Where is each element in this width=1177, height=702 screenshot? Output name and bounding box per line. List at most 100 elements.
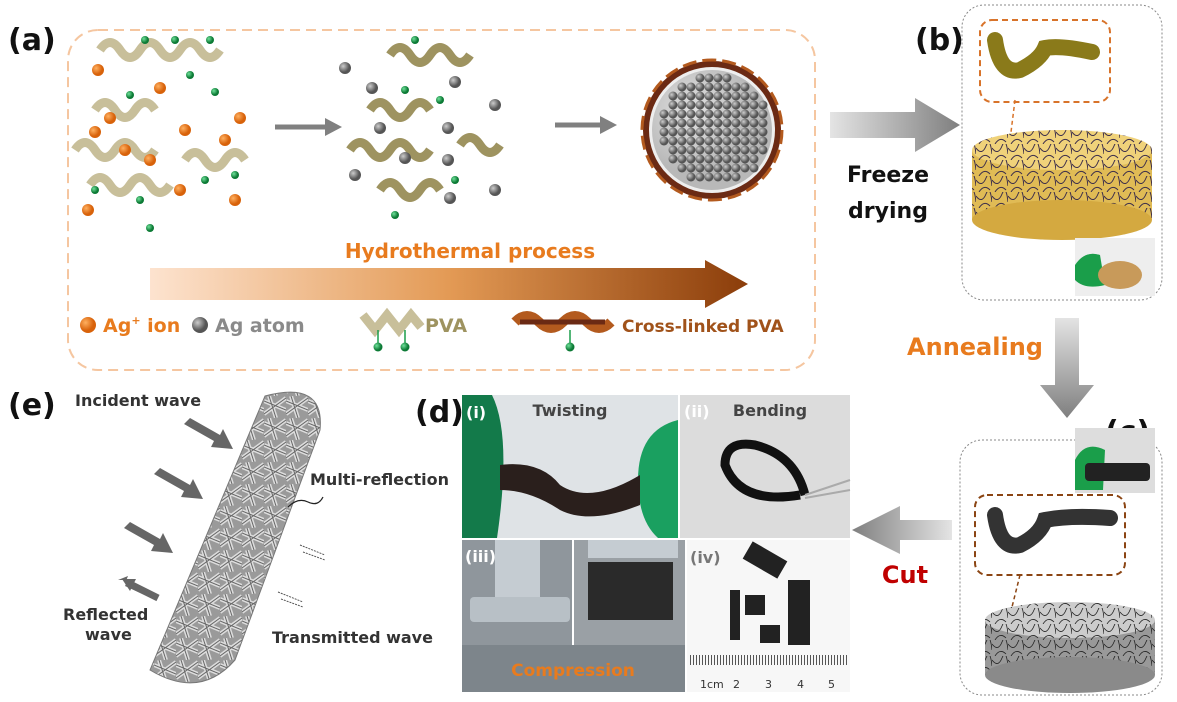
legend-pva: PVA <box>425 315 467 337</box>
ag-nanoparticle-illustration <box>640 58 784 202</box>
ag-nanoparticle <box>704 91 714 101</box>
ag-nanoparticle <box>731 109 741 119</box>
ag-nanoparticle <box>659 127 669 137</box>
ag-nanoparticle <box>704 145 714 155</box>
pva-aerogel-cylinder <box>972 130 1152 240</box>
ag-nanoparticle <box>749 127 759 137</box>
ag-nanoparticle <box>740 154 750 164</box>
ag-nanoparticle <box>695 154 705 164</box>
ag-nanoparticle <box>758 145 768 155</box>
photo-iii-caption: Compression <box>511 661 635 681</box>
ag-nanoparticle <box>704 118 714 128</box>
ag-nanoparticle <box>704 172 714 182</box>
photo-iv-index: (iv) <box>690 548 721 567</box>
ag-nanoparticle <box>659 136 669 146</box>
reflected-label-2: wave <box>85 625 132 644</box>
panel-b-frame <box>961 4 1163 301</box>
ag-nanoparticle <box>722 136 732 146</box>
ag-nanoparticle <box>686 109 696 119</box>
arrow-step-1-head <box>325 118 342 136</box>
ag-nanoparticle <box>677 145 687 155</box>
ag-nanoparticle <box>713 73 723 83</box>
ag-ion-pva-illustration <box>71 36 249 232</box>
panel-b-label: (b) <box>915 23 964 58</box>
pva-swatch <box>359 307 425 338</box>
ruler-1cm: 1cm <box>700 678 724 691</box>
ag-nanoparticle <box>758 136 768 146</box>
hydrothermal-process-label: Hydrothermal process <box>345 239 595 263</box>
transmitted-arrow-1 <box>299 544 326 561</box>
ag-nanoparticle <box>677 127 687 137</box>
ag-nanoparticle <box>722 154 732 164</box>
hydrothermal-arrow <box>150 260 748 308</box>
ag-nanoparticle <box>686 127 696 137</box>
ag-nanoparticle <box>704 163 714 173</box>
ag-nanoparticle <box>686 118 696 128</box>
ag-nanoparticle <box>668 127 678 137</box>
ruler-2: 2 <box>733 678 740 691</box>
ag-nanoparticle <box>722 82 732 92</box>
ag-nanoparticle <box>722 109 732 119</box>
ag-nanoparticle <box>749 100 759 110</box>
ag-nanoparticle <box>668 136 678 146</box>
freeze-drying-arrow <box>830 98 960 152</box>
ag-nanoparticle <box>722 73 732 83</box>
ag-nanoparticle <box>677 136 687 146</box>
multi-reflection-label: Multi-reflection <box>310 470 449 489</box>
ag-nanoparticle <box>731 127 741 137</box>
carbon-fiber-callout <box>974 494 1126 576</box>
ag-nanoparticle <box>668 100 678 110</box>
ag-nanoparticle <box>695 100 705 110</box>
legend-crosslinked-pva: Cross-linked PVA <box>622 317 785 337</box>
ag-nanoparticle <box>749 163 759 173</box>
pva-fiber-callout <box>979 19 1111 103</box>
ag-nanoparticle <box>722 172 732 182</box>
ag-atom-pva-illustration <box>339 36 504 219</box>
photo-iii-index: (iii) <box>465 547 496 566</box>
ag-nanoparticle <box>668 154 678 164</box>
photo-twisting: (i) Twisting <box>462 395 678 538</box>
panel-e-label: (e) <box>8 388 56 423</box>
ag-nanoparticle <box>731 91 741 101</box>
ag-nanoparticle <box>695 82 705 92</box>
arrow-step-2-head <box>600 116 617 134</box>
panel-d-label: (d) <box>415 395 464 430</box>
ag-nanoparticle <box>713 145 723 155</box>
ag-nanoparticle <box>740 109 750 119</box>
ag-nanoparticle <box>659 109 669 119</box>
ag-nanoparticle <box>722 163 732 173</box>
ag-nanoparticle <box>749 136 759 146</box>
incident-arrows <box>124 418 233 553</box>
ag-nanoparticle <box>695 136 705 146</box>
transmitted-arrow-2 <box>277 591 304 608</box>
ag-nanoparticle <box>749 91 759 101</box>
ag-atom-swatch <box>192 317 208 333</box>
ag-nanoparticle <box>695 109 705 119</box>
pva-fiber-strand <box>987 32 1100 79</box>
ag-nanoparticle <box>686 82 696 92</box>
ag-nanoparticle <box>749 154 759 164</box>
panel-c-frame <box>959 439 1163 696</box>
ag-nanoparticle <box>704 127 714 137</box>
ag-nanoparticle <box>722 118 732 128</box>
photo-i-caption: Twisting <box>533 401 608 420</box>
ag-nanoparticle <box>713 100 723 110</box>
drying-label: drying <box>848 199 928 224</box>
ag-nanoparticle <box>677 109 687 119</box>
ag-nanoparticle <box>740 82 750 92</box>
ag-nanoparticle <box>704 100 714 110</box>
cut-arrow <box>852 506 952 554</box>
ag-nanoparticle <box>668 109 678 119</box>
ag-nanoparticle <box>704 82 714 92</box>
ag-nanoparticle <box>704 73 714 83</box>
ag-nanoparticle <box>758 127 768 137</box>
ag-nanoparticle <box>686 100 696 110</box>
ag-nanoparticle <box>704 154 714 164</box>
ag-nanoparticle <box>713 172 723 182</box>
ag-nanoparticle <box>704 136 714 146</box>
annealing-arrow <box>1040 318 1094 418</box>
ag-nanoparticle <box>695 73 705 83</box>
panel-a-frame <box>67 29 816 371</box>
carbon-aerogel-cylinder <box>985 602 1155 693</box>
